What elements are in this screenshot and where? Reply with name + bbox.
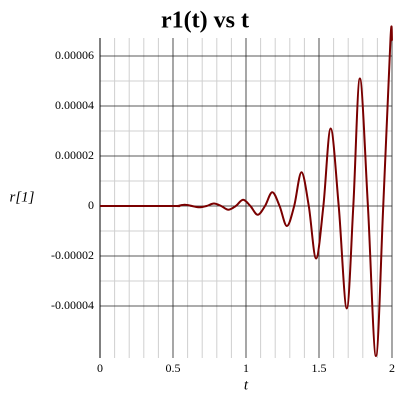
- y-tick-label: -0.00002: [51, 248, 94, 262]
- x-tick-label: 1.5: [312, 361, 327, 375]
- data-line: [100, 25, 393, 358]
- x-tick-label: 0: [97, 361, 103, 375]
- x-axis-label: t: [244, 377, 249, 393]
- y-tick-label: 0.00006: [55, 48, 94, 62]
- y-axis-label: r[1]: [9, 189, 34, 205]
- y-tick-label: -0.00004: [51, 298, 94, 312]
- y-tick-label: 0: [88, 198, 94, 212]
- y-tick-label: 0.00002: [55, 148, 94, 162]
- x-tick-label: 1: [243, 361, 249, 375]
- chart-title: r1(t) vs t: [161, 8, 249, 34]
- x-tick-label: 2: [389, 361, 395, 375]
- x-tick-label: 0.5: [166, 361, 181, 375]
- y-tick-label: 0.00004: [55, 98, 94, 112]
